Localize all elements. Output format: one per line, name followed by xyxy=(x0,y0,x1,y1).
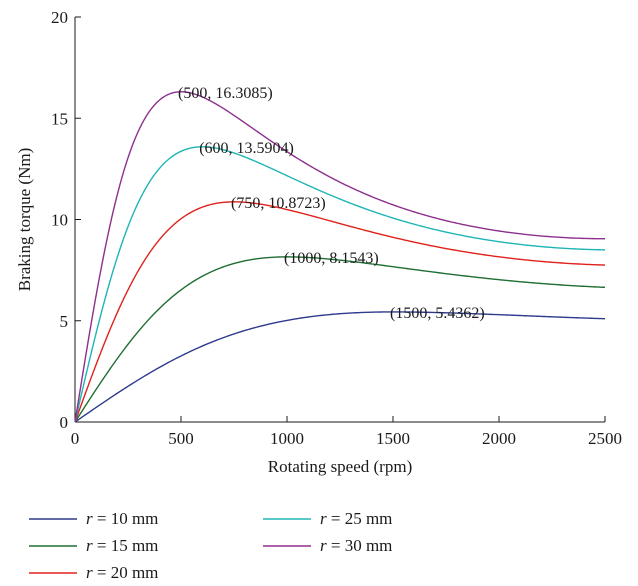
legend-item: r = 15 mm xyxy=(29,536,158,555)
legend-label: r = 15 mm xyxy=(86,536,158,555)
y-tick-label: 5 xyxy=(60,312,69,331)
series-layer xyxy=(74,91,606,423)
series-line-4 xyxy=(74,146,606,423)
legend-variable: r xyxy=(320,509,327,528)
peak-annotation: (1000, 8.1543) xyxy=(284,250,379,267)
legend-item: r = 30 mm xyxy=(263,536,392,555)
legend-label: r = 30 mm xyxy=(320,536,392,555)
x-tick-label: 500 xyxy=(168,429,194,448)
legend-label: r = 10 mm xyxy=(86,509,158,528)
legend-label: r = 25 mm xyxy=(320,509,392,528)
x-tick-label: 2500 xyxy=(588,429,622,448)
legend-value: = 15 mm xyxy=(93,536,159,555)
series-line-1 xyxy=(74,311,606,423)
x-tick-label: 2000 xyxy=(482,429,516,448)
legend-variable: r xyxy=(86,536,93,555)
y-tick-label: 15 xyxy=(51,109,68,128)
y-axis-title: Braking torque (Nm) xyxy=(15,148,34,292)
legend-variable: r xyxy=(86,509,93,528)
legend: r = 10 mmr = 15 mmr = 20 mmr = 25 mmr = … xyxy=(29,509,392,582)
y-tick-label: 0 xyxy=(60,413,69,432)
legend-item: r = 10 mm xyxy=(29,509,158,528)
x-tick-label: 1500 xyxy=(376,429,410,448)
x-tick-label: 0 xyxy=(71,429,80,448)
y-tick-label: 10 xyxy=(51,211,68,230)
peak-annotation: (750, 10.8723) xyxy=(231,195,326,212)
peak-annotation: (500, 16.3085) xyxy=(178,85,273,102)
series-line-5 xyxy=(74,91,606,423)
legend-value: = 10 mm xyxy=(93,509,159,528)
annotation-layer: (1500, 5.4362) (1000, 8.1543) (750, 10.872… xyxy=(178,85,485,322)
x-tick-label: 1000 xyxy=(270,429,304,448)
legend-variable: r xyxy=(320,536,327,555)
legend-label: r = 20 mm xyxy=(86,563,158,582)
axes: 0 500 1000 1500 2000 2500 0 5 10 15 20 xyxy=(51,8,622,448)
legend-variable: r xyxy=(86,563,93,582)
legend-item: r = 20 mm xyxy=(29,563,158,582)
peak-annotation: (600, 13.5904) xyxy=(199,140,294,157)
peak-annotation: (1500, 5.4362) xyxy=(390,305,485,322)
legend-item: r = 25 mm xyxy=(263,509,392,528)
legend-value: = 20 mm xyxy=(93,563,159,582)
series-line-2 xyxy=(74,256,606,423)
legend-value: = 30 mm xyxy=(327,536,393,555)
series-line-3 xyxy=(74,201,606,423)
legend-value: = 25 mm xyxy=(327,509,393,528)
x-axis-title: Rotating speed (rpm) xyxy=(268,457,412,476)
y-tick-label: 20 xyxy=(51,8,68,27)
